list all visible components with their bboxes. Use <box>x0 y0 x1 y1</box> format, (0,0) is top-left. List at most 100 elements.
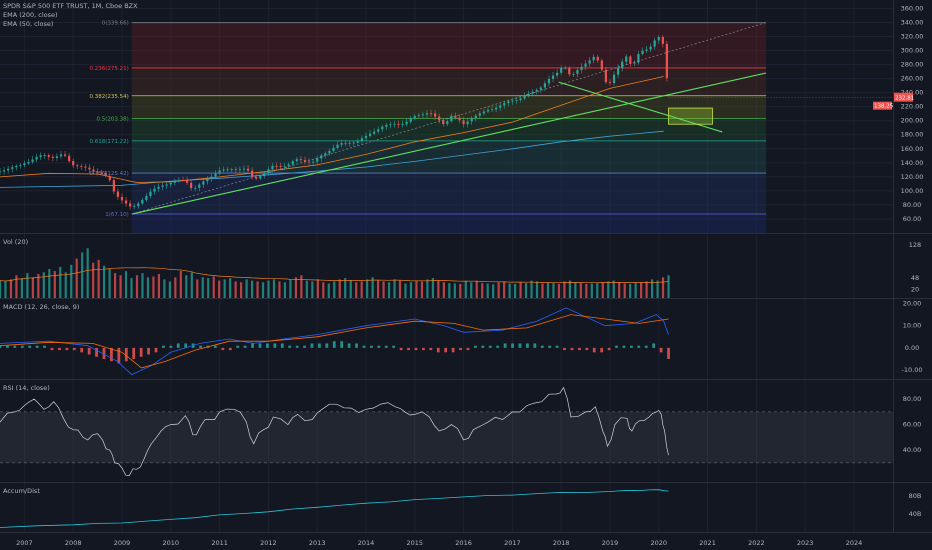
volume-bar <box>590 283 593 298</box>
volume-bar <box>59 266 62 298</box>
candle-body <box>133 206 136 207</box>
price-tick-label: 140.00 <box>901 159 924 167</box>
candle-body <box>596 56 599 61</box>
candle-body <box>397 123 400 125</box>
candle-body <box>409 118 412 122</box>
x-tick-label: 2013 <box>309 539 326 547</box>
candle-body <box>417 115 420 116</box>
volume-bar <box>245 279 248 298</box>
candle-body <box>466 121 469 125</box>
macd-histogram-bar <box>72 347 76 351</box>
candle-body <box>523 96 526 99</box>
candle-body <box>11 167 14 169</box>
macd-histogram-bar <box>473 345 477 348</box>
volume-bar <box>15 275 18 298</box>
candle-body <box>7 168 10 171</box>
volume-bar <box>640 282 643 298</box>
volume-bar <box>37 273 40 298</box>
candle-body <box>100 172 103 174</box>
macd-histogram-bar <box>87 347 91 355</box>
candle-body <box>531 91 534 94</box>
volume-bar <box>26 273 29 298</box>
macd-histogram-bar <box>355 343 358 348</box>
macd-histogram-bar <box>481 345 485 348</box>
candle-body <box>450 115 453 122</box>
macd-histogram-bar <box>392 345 396 348</box>
candle-body <box>271 166 274 170</box>
volume-bar <box>557 283 561 298</box>
macd-histogram-bar <box>13 345 17 348</box>
secondary-price-tag <box>873 101 892 110</box>
fib-level-label: 0.786(125.42) <box>89 171 128 177</box>
x-tick-label: 2014 <box>358 539 375 547</box>
macd-histogram-bar <box>555 345 559 348</box>
volume-bar <box>168 281 171 298</box>
x-tick-label: 2016 <box>455 539 472 547</box>
candle-body <box>649 46 652 50</box>
macd-histogram-bar <box>577 347 581 351</box>
accum-tick-label: 80B <box>909 492 922 500</box>
macd-histogram-bar <box>214 345 217 348</box>
volume-bar <box>387 282 391 298</box>
candle-body <box>458 117 461 121</box>
candle-body <box>608 82 612 84</box>
macd-histogram-bar <box>117 347 121 364</box>
macd-histogram-bar <box>384 345 388 348</box>
candle-body <box>234 169 237 171</box>
candle-body <box>279 166 282 167</box>
volume-bar <box>278 281 281 298</box>
candle-body <box>653 40 656 47</box>
volume-bar <box>431 278 435 298</box>
accum-tick-label: 40B <box>909 510 922 518</box>
fib-level-label: 0.618(171.22) <box>89 139 128 145</box>
last-price-label: 232.81 <box>895 96 914 102</box>
volume-bar <box>113 273 117 298</box>
fib-level-label: 0.236(275.21) <box>89 66 128 72</box>
macd-histogram-bar <box>540 345 544 348</box>
volume-bar <box>185 275 188 298</box>
volume-bar <box>382 281 385 298</box>
volume-bar <box>146 277 150 298</box>
macd-histogram-bar <box>303 345 306 348</box>
candle-body <box>96 171 99 173</box>
volume-bar <box>481 283 484 298</box>
x-tick-label: 2011 <box>211 539 228 547</box>
candle-body <box>275 166 278 167</box>
secondary-price-label: 138.25 <box>874 104 894 110</box>
volume-bar <box>9 279 13 298</box>
macd-histogram-bar <box>488 345 492 348</box>
fib-level-label: 1(67.10) <box>105 212 129 218</box>
macd-histogram-bar <box>273 343 277 348</box>
volume-bar <box>563 281 566 298</box>
volume-bar <box>152 276 155 298</box>
volume-bar <box>398 280 402 298</box>
fib-level-label: 0.5(203.38) <box>96 116 128 122</box>
volume-bar <box>519 282 522 298</box>
volume-bar <box>229 278 232 298</box>
volume-bar <box>437 280 440 298</box>
macd-histogram-bar <box>436 347 440 353</box>
x-tick-label: 2018 <box>553 539 570 547</box>
volume-bar <box>371 277 374 298</box>
volume-bar <box>535 281 539 298</box>
volume-bar <box>475 280 478 298</box>
volume-bar <box>31 277 34 298</box>
price-tick-label: 280.00 <box>901 61 924 69</box>
candle-body <box>413 115 416 119</box>
volume-bar <box>92 262 95 298</box>
macd-histogram-bar <box>43 345 46 348</box>
macd-histogram-bar <box>496 345 500 348</box>
candle-body <box>112 180 115 192</box>
volume-bar <box>585 283 588 298</box>
volume-bar <box>492 284 495 298</box>
macd-histogram-bar <box>58 347 61 351</box>
volume-bar <box>333 281 336 298</box>
macd-histogram-bar <box>407 347 410 351</box>
volume-tick-label: 20 <box>911 286 919 294</box>
macd-histogram-bar <box>228 347 232 351</box>
candle-body <box>535 89 538 92</box>
volume-bar <box>486 283 489 298</box>
volume-bar <box>661 277 665 298</box>
candle-body <box>165 184 168 186</box>
